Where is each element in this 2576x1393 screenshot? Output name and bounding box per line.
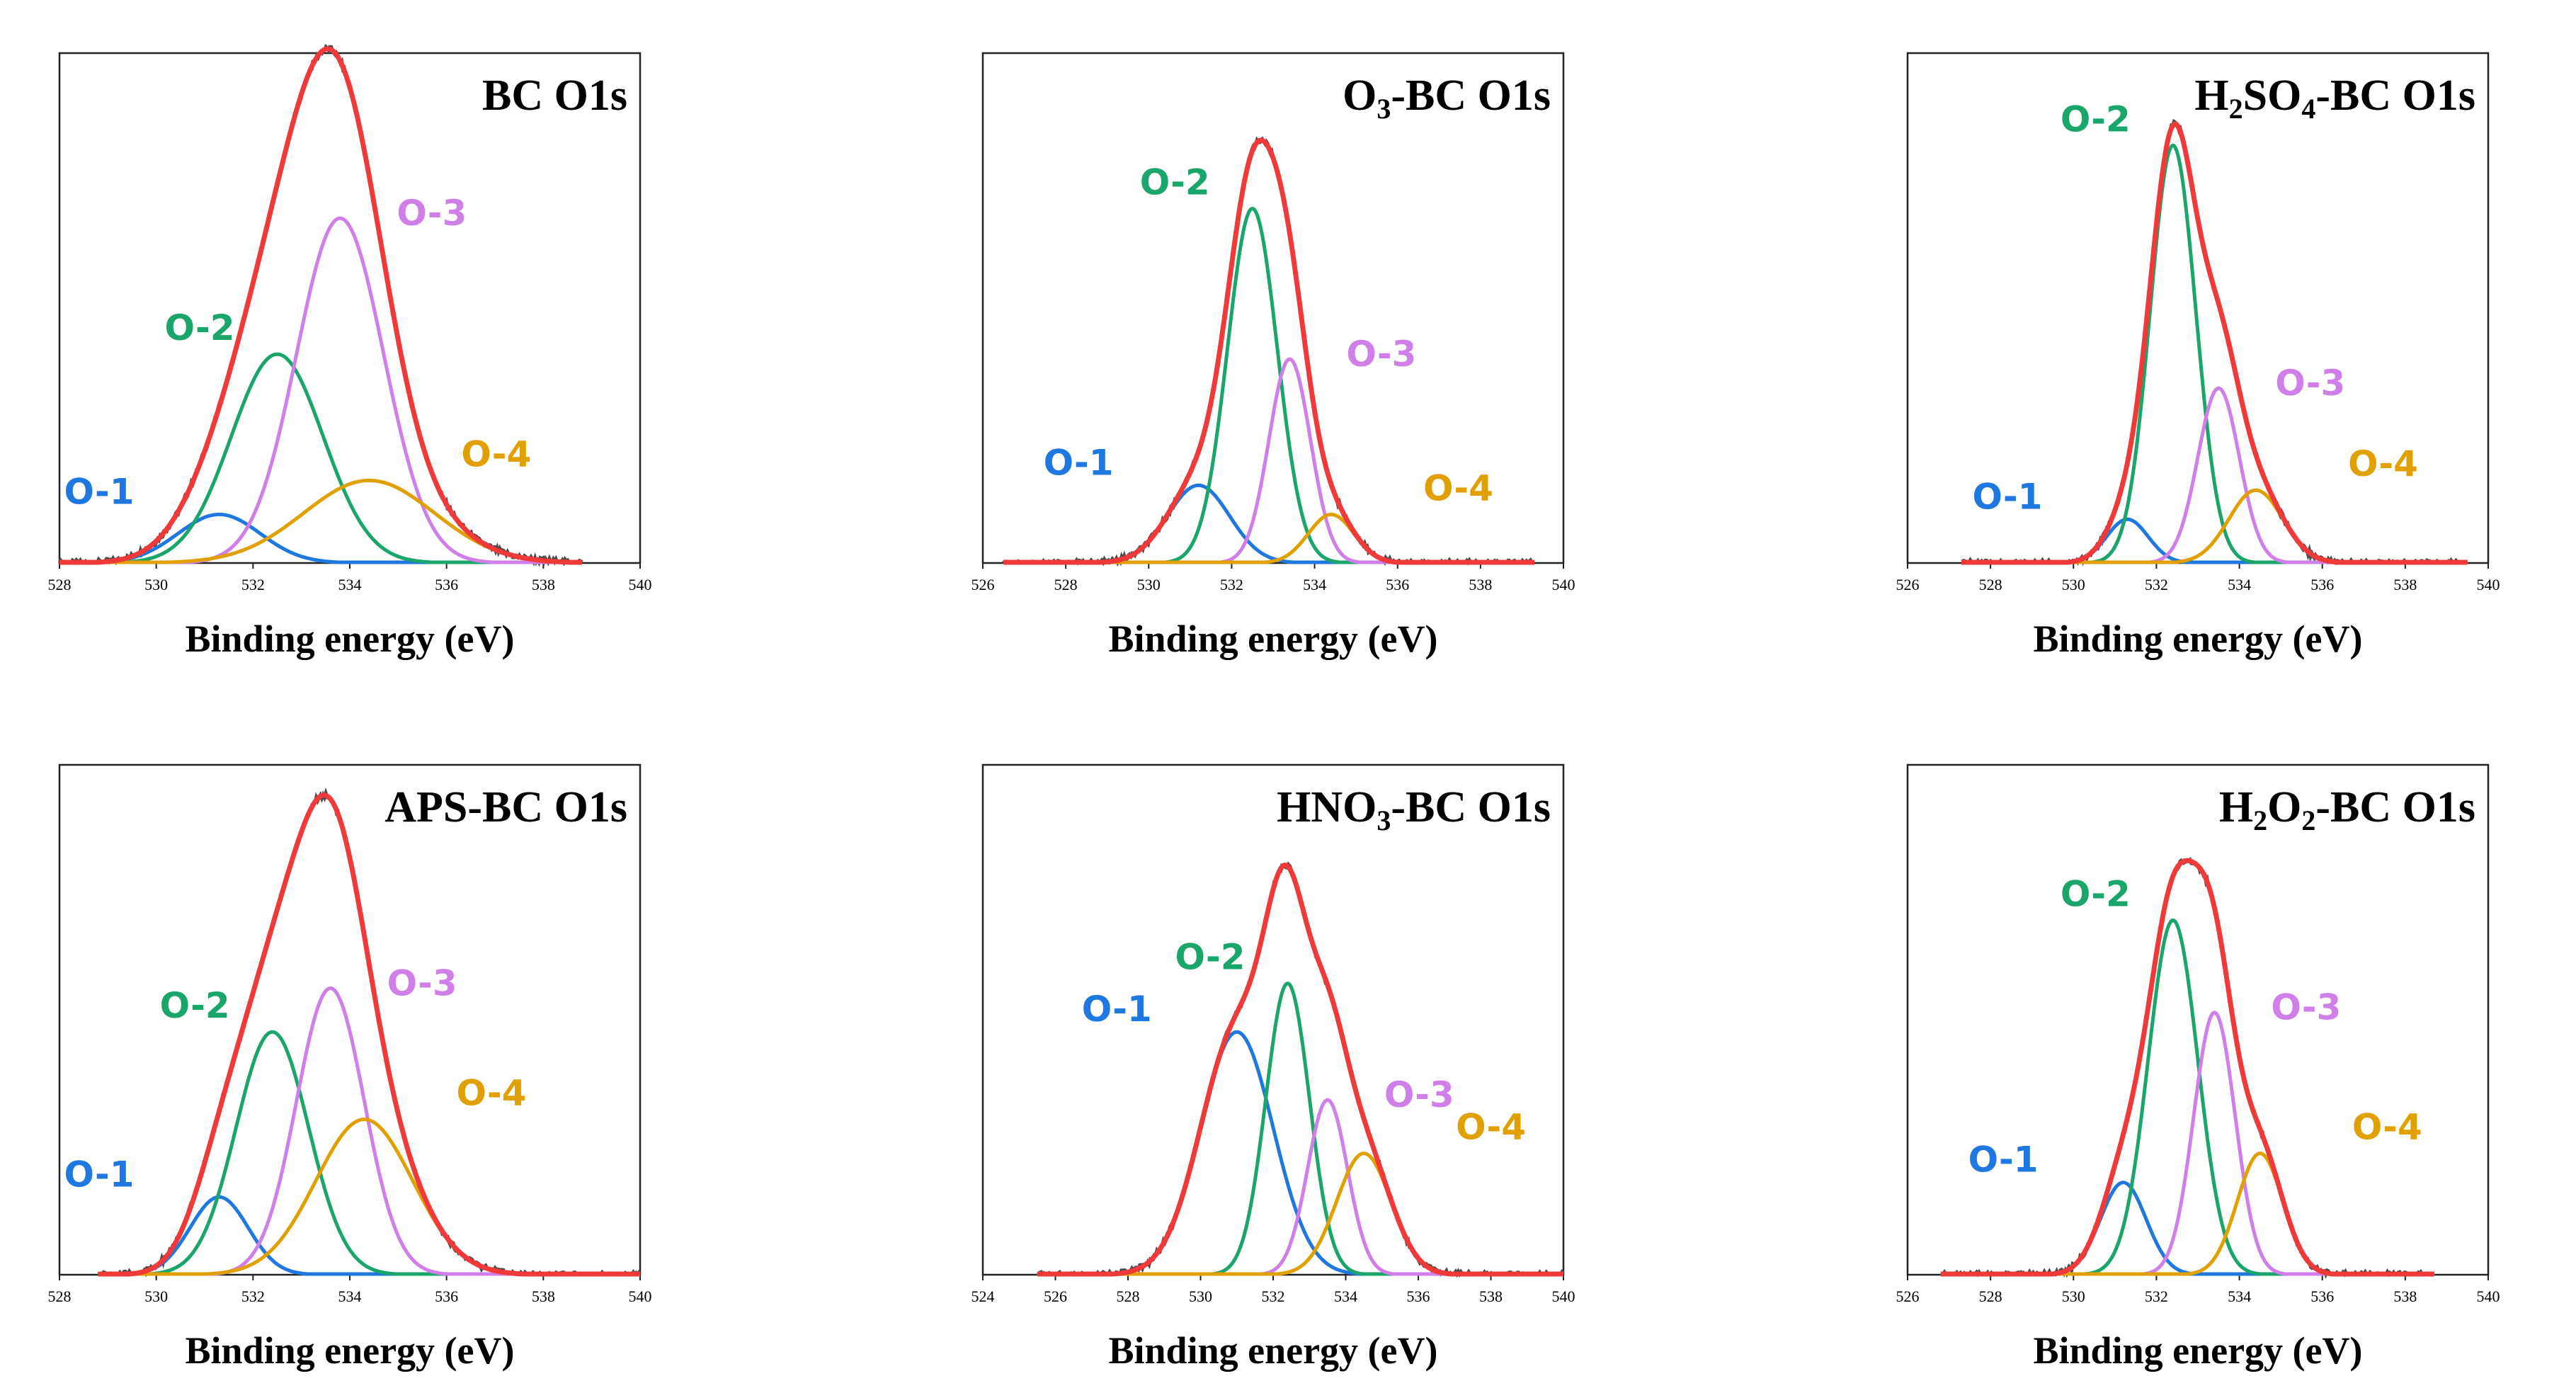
panel-3: 526 528 530 532 534 536 538 540 Binding energy (… (1896, 52, 2500, 660)
x-tick-label: 530 (2062, 1287, 2085, 1305)
x-tick-label: 536 (1386, 576, 1409, 593)
panel-2: 526 528 530 532 534 536 538 540 Binding energy (… (971, 52, 1575, 660)
peak-label-o-4: O-4 (1423, 467, 1493, 508)
x-tick-label: 538 (532, 1287, 555, 1305)
x-tick-label: 536 (2310, 1287, 2334, 1305)
panel-4: 528 530 532 534 536 538 540 Binding energy (eV)… (48, 763, 652, 1372)
x-tick-label: 540 (1552, 576, 1575, 593)
panel-title: APS-BC O1s (384, 783, 627, 831)
peak-label-o-1: O-1 (64, 471, 135, 512)
x-tick-label: 532 (241, 1287, 265, 1305)
x-axis-title: Binding energy (eV) (1109, 1329, 1438, 1372)
x-axis-title: Binding energy (eV) (2034, 1329, 2363, 1372)
x-axis-title: Binding energy (eV) (2034, 618, 2363, 660)
peak-label-o-2: O-2 (160, 985, 230, 1026)
peak-label-o-2: O-2 (2061, 873, 2131, 914)
panel-title: HNO3-BC O1s (1277, 783, 1551, 836)
x-tick-label: 540 (2477, 1287, 2500, 1305)
peak-label-o-1: O-1 (1972, 476, 2042, 517)
panel-6: 526 528 530 532 534 536 538 540 Binding energy (… (1896, 763, 2500, 1372)
envelope-line (1961, 121, 2468, 565)
peak-label-o-1: O-1 (1968, 1139, 2039, 1181)
envelope-line (1003, 137, 1534, 565)
panel-title: H2O2-BC O1s (2219, 783, 2475, 836)
x-tick-label: 534 (2228, 1287, 2251, 1305)
x-tick-label: 524 (971, 1287, 995, 1305)
peak-label-o-4: O-4 (2352, 1107, 2422, 1148)
peak-label-o-3: O-3 (397, 193, 467, 234)
peak-label-o-1: O-1 (1044, 442, 1114, 483)
peak-label-o-3: O-3 (1346, 334, 1416, 375)
x-tick-label: 532 (241, 576, 265, 593)
x-tick-label: 528 (1117, 1287, 1140, 1305)
x-tick-label: 532 (2145, 576, 2168, 593)
x-tick-label: 536 (2310, 576, 2334, 593)
envelope-line (98, 792, 640, 1277)
peak-label-o-3: O-3 (2275, 363, 2345, 404)
x-tick-label: 526 (1896, 1287, 1920, 1305)
x-tick-label: 530 (2062, 576, 2085, 593)
peak-label-o-2: O-2 (2061, 98, 2131, 140)
peak-label-o-2: O-2 (1140, 161, 1210, 203)
x-tick-label: 540 (629, 576, 652, 593)
x-tick-label: 530 (1189, 1287, 1212, 1305)
x-tick-label: 538 (532, 576, 555, 593)
peak-label-o-2: O-2 (165, 307, 235, 348)
x-tick-label: 526 (971, 576, 995, 593)
x-tick-label: 536 (435, 576, 458, 593)
x-tick-label: 532 (1220, 576, 1243, 593)
x-tick-label: 538 (1479, 1287, 1503, 1305)
x-tick-label: 534 (338, 1287, 362, 1305)
envelope-line (1940, 858, 2434, 1277)
panel-1: 528 530 532 534 536 538 540 Binding energy (eV)… (48, 43, 652, 660)
x-tick-label: 540 (629, 1287, 652, 1305)
peak-label-o-3: O-3 (2271, 987, 2341, 1028)
x-tick-label: 536 (435, 1287, 458, 1305)
x-tick-label: 534 (1303, 576, 1326, 593)
peak-label-o-2: O-2 (1175, 937, 1246, 978)
panel-5: 524 526 528 530 532 534 536 538 540 Binding energ… (971, 763, 1575, 1372)
x-tick-label: 534 (1334, 1287, 1357, 1305)
panel-title: H2SO4-BC O1s (2194, 72, 2475, 125)
peak-label-o-1: O-1 (64, 1154, 135, 1195)
x-tick-label: 526 (1044, 1287, 1067, 1305)
x-tick-label: 528 (48, 576, 72, 593)
plot-frame (981, 52, 1565, 564)
x-tick-label: 536 (1407, 1287, 1430, 1305)
peak-label-o-3: O-3 (1384, 1074, 1454, 1115)
x-axis-title: Binding energy (eV) (186, 618, 515, 660)
peak-label-o-4: O-4 (1456, 1107, 1526, 1148)
x-tick-label: 528 (1979, 1287, 2002, 1305)
x-tick-label: 528 (48, 1287, 72, 1305)
peak-label-o-4: O-4 (461, 433, 531, 474)
x-tick-label: 540 (1552, 1287, 1575, 1305)
peak-label-o-3: O-3 (387, 962, 457, 1003)
x-axis-title: Binding energy (eV) (186, 1329, 515, 1372)
peak-label-o-1: O-1 (1082, 989, 1152, 1030)
peak-label-o-4: O-4 (2348, 443, 2418, 484)
envelope-line (1037, 863, 1563, 1277)
x-tick-label: 532 (2145, 1287, 2168, 1305)
x-axis-title: Binding energy (eV) (1109, 618, 1438, 660)
x-tick-label: 538 (1469, 576, 1492, 593)
x-tick-label: 526 (1896, 576, 1920, 593)
x-tick-label: 540 (2477, 576, 2500, 593)
x-tick-label: 528 (1054, 576, 1078, 593)
x-tick-label: 538 (2393, 576, 2417, 593)
envelope-line (59, 46, 582, 565)
x-tick-label: 530 (144, 1287, 168, 1305)
x-tick-label: 530 (144, 576, 168, 593)
x-tick-label: 532 (1262, 1287, 1285, 1305)
panel-title: BC O1s (482, 72, 627, 120)
x-tick-label: 530 (1137, 576, 1161, 593)
panel-title: O3-BC O1s (1343, 72, 1551, 125)
x-tick-label: 534 (2228, 576, 2251, 593)
x-tick-label: 534 (338, 576, 362, 593)
x-tick-label: 538 (2393, 1287, 2417, 1305)
x-tick-label: 528 (1979, 576, 2002, 593)
peak-label-o-4: O-4 (457, 1073, 527, 1114)
